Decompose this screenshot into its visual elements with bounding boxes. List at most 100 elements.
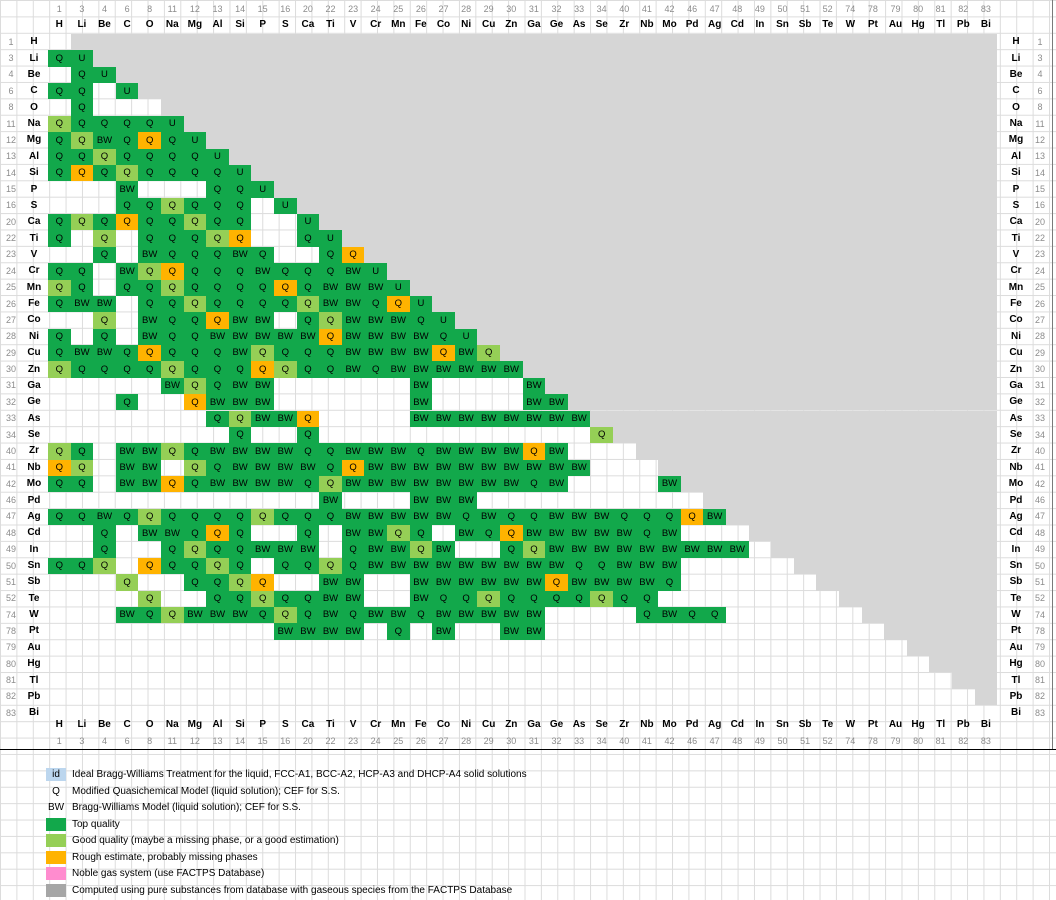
row-number: 15 [1034, 184, 1045, 194]
row-element: S [1012, 199, 1020, 211]
legend-label: Ideal Bragg-Williams Treatment for the l… [72, 769, 527, 780]
masked-region [500, 345, 998, 362]
row-number: 13 [5, 151, 16, 162]
row-element: Bi [29, 707, 39, 719]
masked-region [387, 263, 998, 280]
system-cell: Q [477, 590, 500, 607]
row-number: 14 [5, 167, 16, 178]
column-element: In [755, 19, 765, 30]
legend-swatch: Q [52, 785, 60, 797]
system-cell: BW [454, 574, 478, 591]
system-cell: Q [93, 230, 116, 247]
system-cell: BW [545, 508, 568, 526]
system-cell: BW [387, 361, 410, 378]
system-cell: BW [500, 410, 523, 427]
system-cell: BW [409, 328, 433, 346]
row-number: 20 [5, 216, 16, 227]
system-cell: Q [522, 590, 546, 607]
column-number: 22 [325, 3, 336, 14]
system-cell: Q [319, 246, 342, 264]
system-cell: Q [48, 328, 71, 346]
system-cell: BW [454, 459, 478, 476]
system-cell: Q [319, 459, 342, 476]
column-number: 48 [732, 735, 743, 746]
system-cell: Q [183, 475, 207, 493]
system-cell: Q [590, 557, 613, 575]
column-number: 24 [370, 3, 381, 14]
column-element: Pb [956, 719, 970, 730]
system-cell: BW [454, 361, 478, 378]
row-element: O [30, 101, 38, 113]
system-cell: BW [341, 443, 365, 460]
system-cell: Q [296, 263, 320, 280]
column-number: 11 [167, 735, 177, 746]
row-element: W [29, 609, 39, 621]
system-cell: Q [48, 164, 71, 182]
row-number: 42 [1034, 478, 1045, 489]
system-cell: Q [680, 606, 704, 624]
system-cell: BW [364, 279, 387, 296]
system-cell: BW [296, 459, 320, 476]
system-cell: BW [319, 574, 342, 591]
system-cell: BW [432, 410, 455, 427]
row-element: Ti [1011, 232, 1021, 244]
row-number: 11 [6, 118, 16, 129]
system-cell: Q [228, 410, 252, 427]
system-cell: BW [115, 263, 139, 280]
system-cell: Q [522, 475, 546, 493]
row-element: Cr [1010, 265, 1022, 277]
column-element: Nb [640, 19, 654, 30]
column-number: 47 [709, 3, 720, 14]
masked-region [432, 295, 998, 313]
system-cell: BW [635, 557, 659, 575]
row-element: Pd [1009, 494, 1023, 506]
column-number: 22 [325, 735, 336, 746]
row-number: 16 [1034, 200, 1045, 211]
masked-region [296, 197, 998, 215]
system-cell: Q [228, 574, 252, 591]
system-cell: BW [274, 443, 297, 460]
system-cell: BW [387, 459, 410, 476]
row-element: As [27, 412, 41, 424]
system-cell: BW [522, 377, 546, 395]
column-number: 30 [506, 735, 517, 746]
system-cell: U [387, 279, 410, 296]
system-cell: BW [500, 459, 523, 476]
row-number: 25 [1034, 282, 1045, 293]
system-cell: Q [296, 426, 320, 444]
system-cell: BW [500, 443, 523, 460]
column-number: 27 [438, 735, 449, 746]
legend-swatch [46, 834, 66, 847]
column-number: 40 [619, 3, 630, 14]
legend-separator [0, 749, 1056, 750]
legend-swatch [46, 850, 66, 864]
row-number: 74 [5, 609, 16, 620]
system-cell: Q [680, 508, 704, 526]
system-cell: U [296, 214, 320, 231]
system-cell: Q [138, 148, 161, 165]
system-cell: Q [274, 590, 297, 607]
system-cell: Q [138, 295, 161, 313]
system-cell: Q [432, 590, 455, 607]
system-cell: BW [228, 606, 252, 624]
system-cell: Q [228, 181, 252, 198]
system-cell: BW [613, 557, 636, 575]
system-cell: Q [274, 508, 297, 526]
system-cell: BW [658, 475, 681, 493]
row-number: 49 [5, 544, 16, 555]
column-number: 23 [348, 735, 359, 746]
system-cell: Q [228, 263, 252, 280]
row-element: Pb [1009, 690, 1023, 702]
system-cell: Q [545, 574, 568, 591]
system-cell: BW [228, 246, 252, 264]
system-cell: BW [432, 475, 455, 493]
masked-region [613, 426, 998, 444]
system-cell: BW [613, 541, 636, 558]
system-cell: BW [251, 459, 274, 476]
column-number: 6 [124, 735, 130, 746]
system-cell: BW [138, 475, 161, 493]
system-cell: BW [341, 525, 365, 542]
row-element: Pb [27, 690, 41, 702]
system-cell: BW [364, 606, 387, 624]
system-cell: Q [183, 525, 207, 542]
